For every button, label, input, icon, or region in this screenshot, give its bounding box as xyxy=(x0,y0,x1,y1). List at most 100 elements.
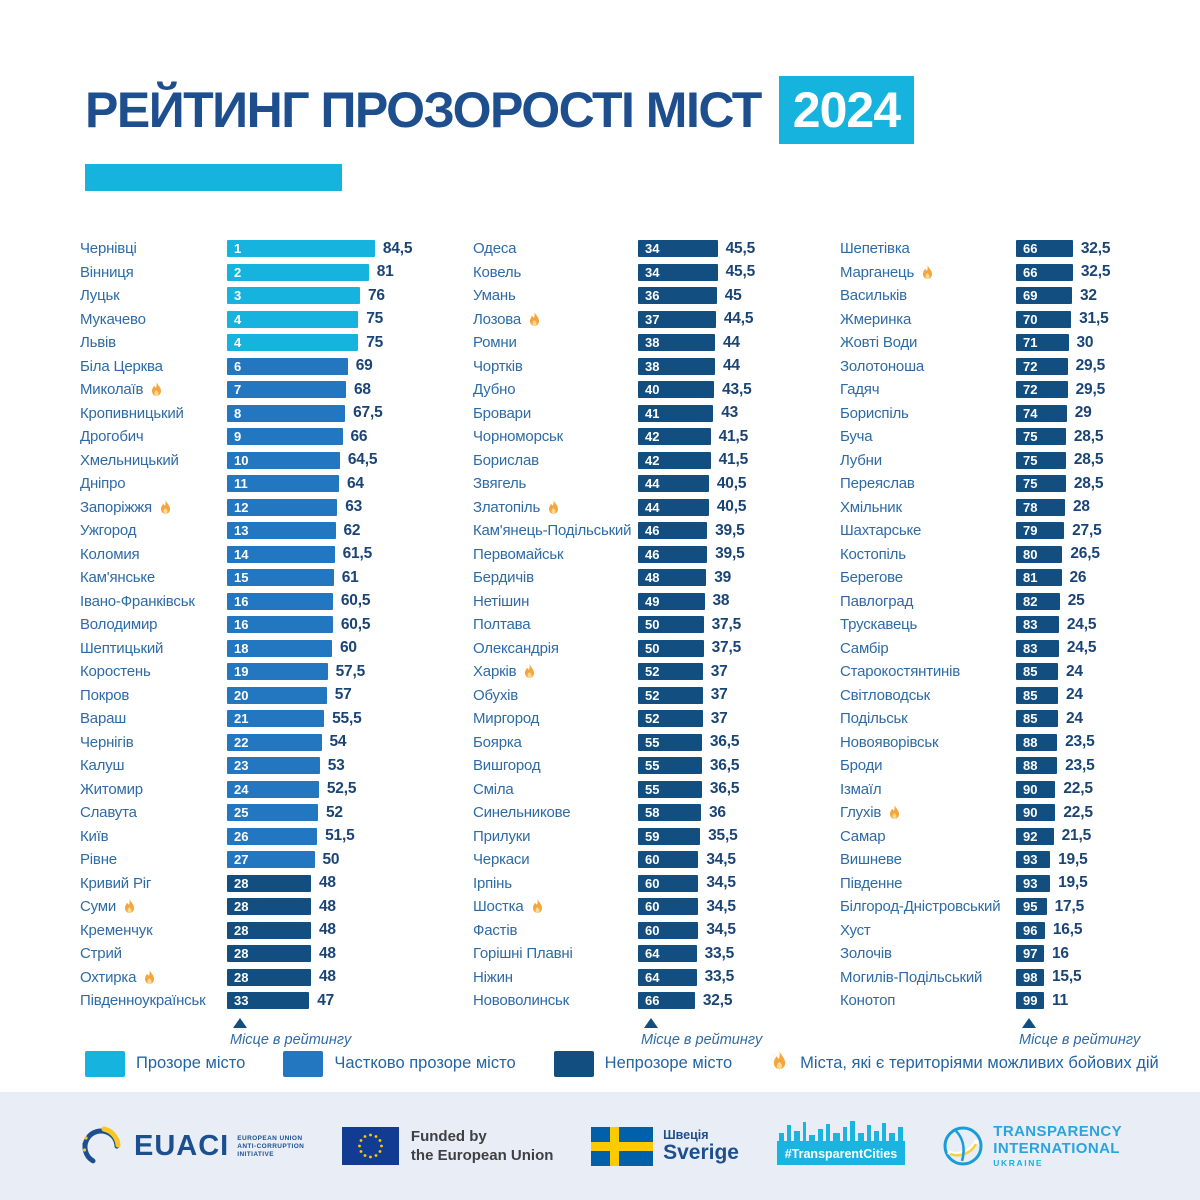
rank-label: 66 xyxy=(645,993,660,1009)
score-bar: 66 xyxy=(1016,263,1073,281)
city-label: Переяслав xyxy=(840,475,915,493)
score-bar: 83 xyxy=(1016,616,1059,634)
city-label: Білгород-Дністровський xyxy=(840,898,1001,916)
flame-icon xyxy=(145,969,155,984)
sweden-flag-icon xyxy=(591,1126,654,1166)
score-bar: 60 xyxy=(638,921,699,939)
score-value: 45,5 xyxy=(725,263,756,281)
rank-label: 75 xyxy=(1023,429,1038,445)
city-label: Івано-Франківськ xyxy=(80,592,195,610)
rank-label: 81 xyxy=(1023,570,1038,586)
rank-label: 11 xyxy=(234,476,248,492)
score-bar: 90 xyxy=(1016,780,1056,798)
city-label: Луцьк xyxy=(80,287,120,305)
rank-label: 75 xyxy=(1023,452,1038,468)
score-bar: 14 xyxy=(227,545,335,563)
rank-label: 95 xyxy=(1023,899,1038,915)
score-value: 64,5 xyxy=(347,451,378,469)
city-label: Обухів xyxy=(473,686,519,704)
score-value: 61 xyxy=(341,568,359,586)
legend-item-partial: Частково прозоре місто xyxy=(283,1050,516,1077)
rank-label: 52 xyxy=(645,687,660,703)
ranking-row: Златопіль 44 40,5 xyxy=(473,496,762,520)
score-bar: 85 xyxy=(1016,710,1058,728)
city-label: Первомайськ xyxy=(473,545,564,563)
score-bar: 83 xyxy=(1016,639,1059,657)
flame-icon xyxy=(152,382,162,397)
score-bar: 46 xyxy=(638,522,708,540)
ranking-row: Черкаси 60 34,5 xyxy=(473,848,762,872)
score-bar: 38 xyxy=(638,334,715,352)
rank-label: 33 xyxy=(234,993,249,1009)
score-value: 60,5 xyxy=(340,615,371,633)
score-bar: 48 xyxy=(638,569,707,587)
rank-label: 16 xyxy=(234,593,249,609)
eu-funded-line: the European Union xyxy=(410,1147,554,1164)
footer: EUACI EUROPEAN UNION ANTI-CORRUPTION INI… xyxy=(0,1092,1200,1200)
score-bar: 9 xyxy=(227,428,343,446)
city-label: Синельникове xyxy=(473,804,571,822)
score-value: 44 xyxy=(723,333,740,351)
ranking-row: Самбір 83 24,5 xyxy=(840,637,1140,661)
score-bar: 42 xyxy=(638,428,711,446)
city-label: Лубни xyxy=(840,451,882,469)
rank-label: 64 xyxy=(645,946,660,962)
ranking-row: Рівне 27 50 xyxy=(80,848,412,872)
score-value: 28,5 xyxy=(1073,474,1104,492)
rank-label: 13 xyxy=(234,523,249,539)
city-label: Старокостянтинів xyxy=(840,663,961,681)
rank-label: 42 xyxy=(645,429,660,445)
flame-icon xyxy=(923,264,933,279)
score-bar: 28 xyxy=(227,921,311,939)
ti-text: TRANSPARENCY INTERNATIONAL UKRAINE xyxy=(993,1123,1122,1168)
score-bar: 60 xyxy=(638,898,699,916)
ranking-row: Лозова 37 44,5 xyxy=(473,308,762,332)
score-bar: 18 xyxy=(227,639,332,657)
score-bar: 69 xyxy=(1016,287,1072,305)
city-label: Дніпро xyxy=(80,475,126,493)
rank-label: 1 xyxy=(234,241,242,257)
score-value: 40,5 xyxy=(716,474,747,492)
ranking-row: Боярка 55 36,5 xyxy=(473,731,762,755)
score-value: 41,5 xyxy=(718,451,749,469)
score-bar: 25 xyxy=(227,804,318,822)
score-value: 37 xyxy=(710,709,728,727)
score-value: 21,5 xyxy=(1061,827,1092,845)
score-bar: 16 xyxy=(227,592,333,610)
score-value: 62 xyxy=(343,521,361,539)
ranking-row: Вишгород 55 36,5 xyxy=(473,754,762,778)
score-value: 57,5 xyxy=(335,662,366,680)
score-bar: 36 xyxy=(638,287,717,305)
rank-label: 66 xyxy=(1023,264,1038,280)
eu-funded-text: Funded by the European Union xyxy=(411,1128,554,1165)
score-bar: 10 xyxy=(227,451,340,469)
rank-label: 59 xyxy=(645,828,660,844)
ranking-row: Могилів-Подільський 98 15,5 xyxy=(840,966,1140,990)
ranking-row: Дрогобич 9 66 xyxy=(80,425,412,449)
rank-label: 7 xyxy=(234,382,242,398)
score-value: 67,5 xyxy=(353,404,383,422)
score-value: 39,5 xyxy=(715,545,745,563)
score-value: 36,5 xyxy=(709,756,740,774)
score-bar: 81 xyxy=(1016,569,1062,587)
score-value: 28,5 xyxy=(1073,427,1104,445)
ranking-row: Київ 26 51,5 xyxy=(80,825,412,849)
ranking-row: Кременчук 28 48 xyxy=(80,919,412,943)
score-bar: 71 xyxy=(1016,334,1069,352)
ranking-row: Південноукраїнськ 33 47 xyxy=(80,989,412,1013)
score-bar: 80 xyxy=(1016,545,1063,563)
score-bar: 99 xyxy=(1016,992,1044,1010)
city-label: Фастів xyxy=(473,921,518,939)
score-bar: 49 xyxy=(638,592,705,610)
city-label: Самар xyxy=(840,827,886,845)
rank-label: 79 xyxy=(1023,523,1038,539)
rank-label: 58 xyxy=(645,805,660,821)
score-bar: 4 xyxy=(227,310,359,328)
score-value: 66 xyxy=(350,427,368,445)
city-label: Олександрія xyxy=(473,639,559,657)
ranking-row: Вараш 21 55,5 xyxy=(80,707,412,731)
score-value: 43,5 xyxy=(722,380,752,398)
rank-label: 55 xyxy=(645,734,660,750)
score-bar: 28 xyxy=(227,898,311,916)
score-value: 37,5 xyxy=(711,615,742,633)
